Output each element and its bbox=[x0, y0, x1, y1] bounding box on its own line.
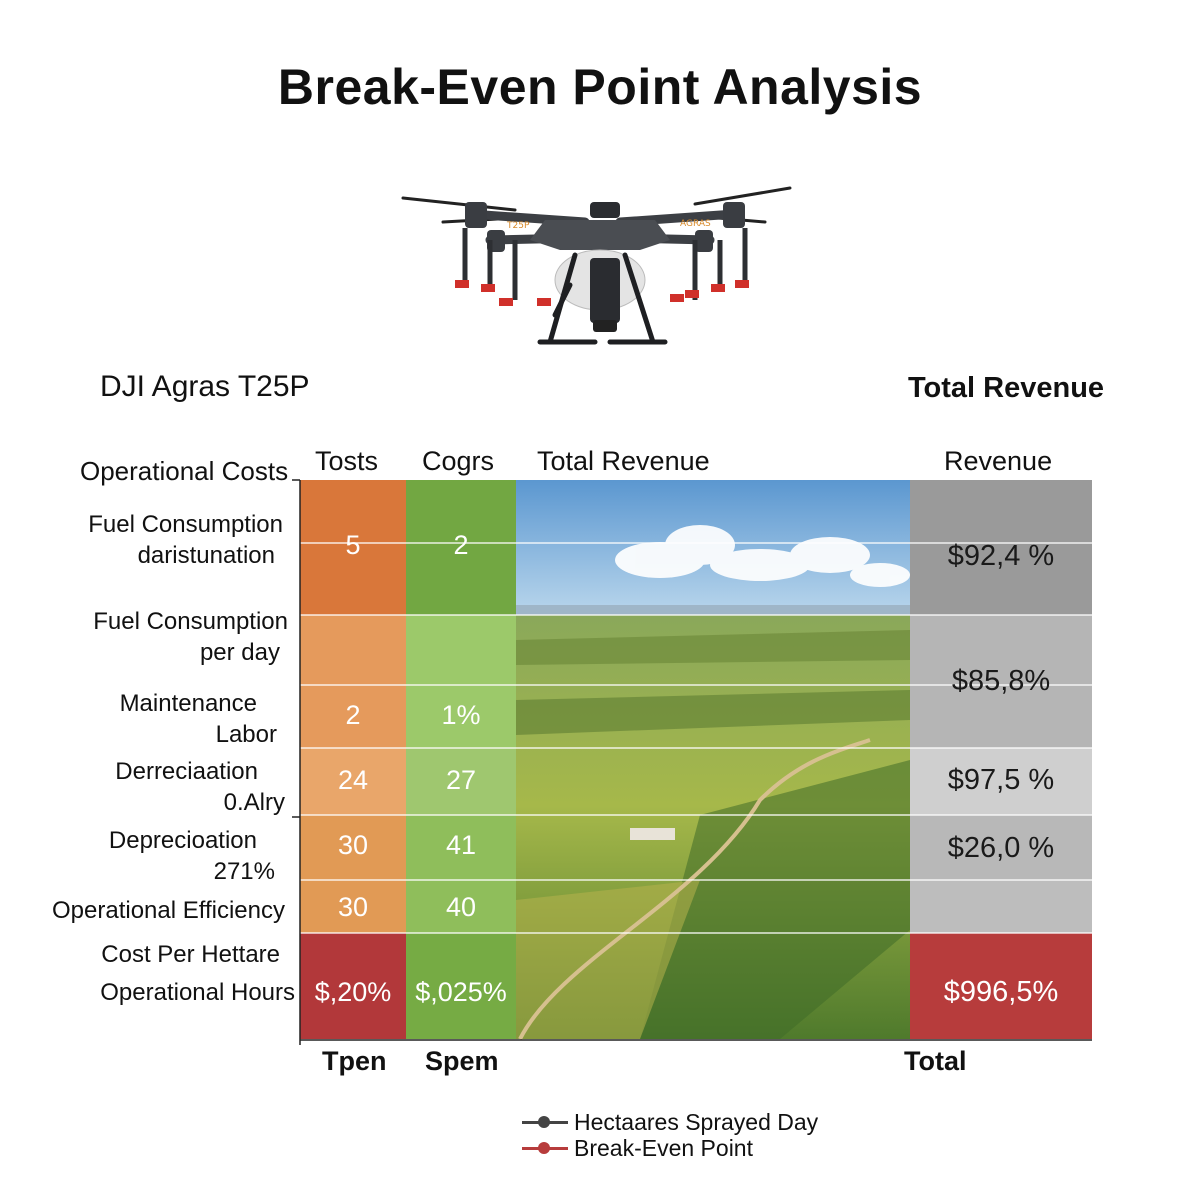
row-label-fuel-consumption: Fuel Consumption daristunation bbox=[88, 511, 283, 569]
legend-marker-hectares bbox=[538, 1116, 550, 1128]
cogrs-column bbox=[406, 480, 516, 1039]
row-label-derreciaation: Derreciaation 0.Alry bbox=[115, 758, 285, 816]
tosts-value: $,20% bbox=[314, 977, 392, 1007]
tosts-value: 5 bbox=[345, 530, 361, 560]
cogrs-value: 27 bbox=[445, 765, 477, 795]
landscape-photo bbox=[516, 480, 910, 1040]
cogrs-cell bbox=[406, 880, 516, 933]
cogrs-cell bbox=[406, 480, 516, 615]
revenue-value: $85,8% bbox=[951, 665, 1051, 697]
cogrs-cell bbox=[406, 615, 516, 685]
revenue-value: $26,0 % bbox=[947, 832, 1055, 864]
footer-total: Total bbox=[904, 1046, 967, 1076]
col-header-tosts: Tosts bbox=[315, 446, 379, 476]
revenue-cell bbox=[910, 880, 1092, 933]
tosts-cell bbox=[300, 880, 406, 933]
tosts-cell bbox=[300, 815, 406, 880]
legend-marker-break-even bbox=[538, 1142, 550, 1154]
row-label-fuel-per-day: Fuel Consumption per day bbox=[93, 608, 288, 666]
cogrs-value: $,025% bbox=[415, 977, 507, 1007]
col-header-cogrs: Cogrs bbox=[422, 446, 495, 476]
drone-image: T25P AGRAS bbox=[401, 186, 792, 345]
row-label-maintenance: Maintenance Labor bbox=[119, 690, 277, 748]
revenue-cell bbox=[910, 615, 1092, 748]
legend-hectares: Hectaares Sprayed Day bbox=[574, 1109, 819, 1135]
row-label-deprecioation: Deprecioation 271% bbox=[108, 827, 275, 885]
legend-break-even: Break-Even Point bbox=[574, 1135, 753, 1161]
footer-tpen: Tpen bbox=[322, 1046, 387, 1076]
cogrs-cell bbox=[406, 815, 516, 880]
model-name: DJI Agras T25P bbox=[100, 370, 310, 403]
tosts-cell bbox=[300, 615, 406, 685]
col-header-total-revenue: Total Revenue bbox=[537, 446, 710, 476]
cogrs-value: 40 bbox=[445, 892, 477, 922]
tosts-cell bbox=[300, 748, 406, 815]
revenue-value: $92,4 % bbox=[947, 540, 1055, 572]
cogrs-value: 1% bbox=[441, 700, 481, 730]
revenue-column bbox=[910, 480, 1092, 1039]
row-label-cost-per-hectare: Cost Per Hettare Operational Hours bbox=[100, 941, 295, 1006]
revenue-value: $97,5 % bbox=[947, 764, 1055, 796]
tosts-value: 2 bbox=[345, 700, 361, 730]
tosts-cell bbox=[300, 933, 406, 1039]
revenue-cell bbox=[910, 748, 1092, 815]
row-label-operational-efficiency: Operational Efficiency bbox=[51, 897, 285, 924]
row-header-operational-costs: Operational Costs bbox=[80, 456, 289, 486]
revenue-cell bbox=[910, 480, 1092, 615]
cogrs-cell bbox=[406, 933, 516, 1039]
cogrs-value: 41 bbox=[445, 830, 477, 860]
tosts-cell bbox=[300, 480, 406, 615]
cogrs-cell bbox=[406, 685, 516, 748]
drone-marking-right: AGRAS bbox=[680, 219, 711, 229]
tosts-cell bbox=[300, 685, 406, 748]
tosts-value: 30 bbox=[337, 892, 369, 922]
tosts-value: 30 bbox=[337, 830, 369, 860]
revenue-cell bbox=[910, 815, 1092, 880]
col-header-revenue: Revenue bbox=[944, 446, 1053, 476]
drone-marking-left: T25P bbox=[506, 221, 530, 231]
cogrs-cell bbox=[406, 748, 516, 815]
tosts-value: 24 bbox=[337, 765, 369, 795]
revenue-value: $996,5% bbox=[943, 976, 1059, 1008]
total-revenue-header: Total Revenue bbox=[908, 372, 1105, 404]
page-title: Break-Even Point Analysis bbox=[277, 59, 923, 115]
tosts-column bbox=[300, 480, 406, 1039]
revenue-cell bbox=[910, 933, 1092, 1039]
footer-spem: Spem bbox=[425, 1046, 499, 1076]
cogrs-value: 2 bbox=[453, 530, 469, 560]
